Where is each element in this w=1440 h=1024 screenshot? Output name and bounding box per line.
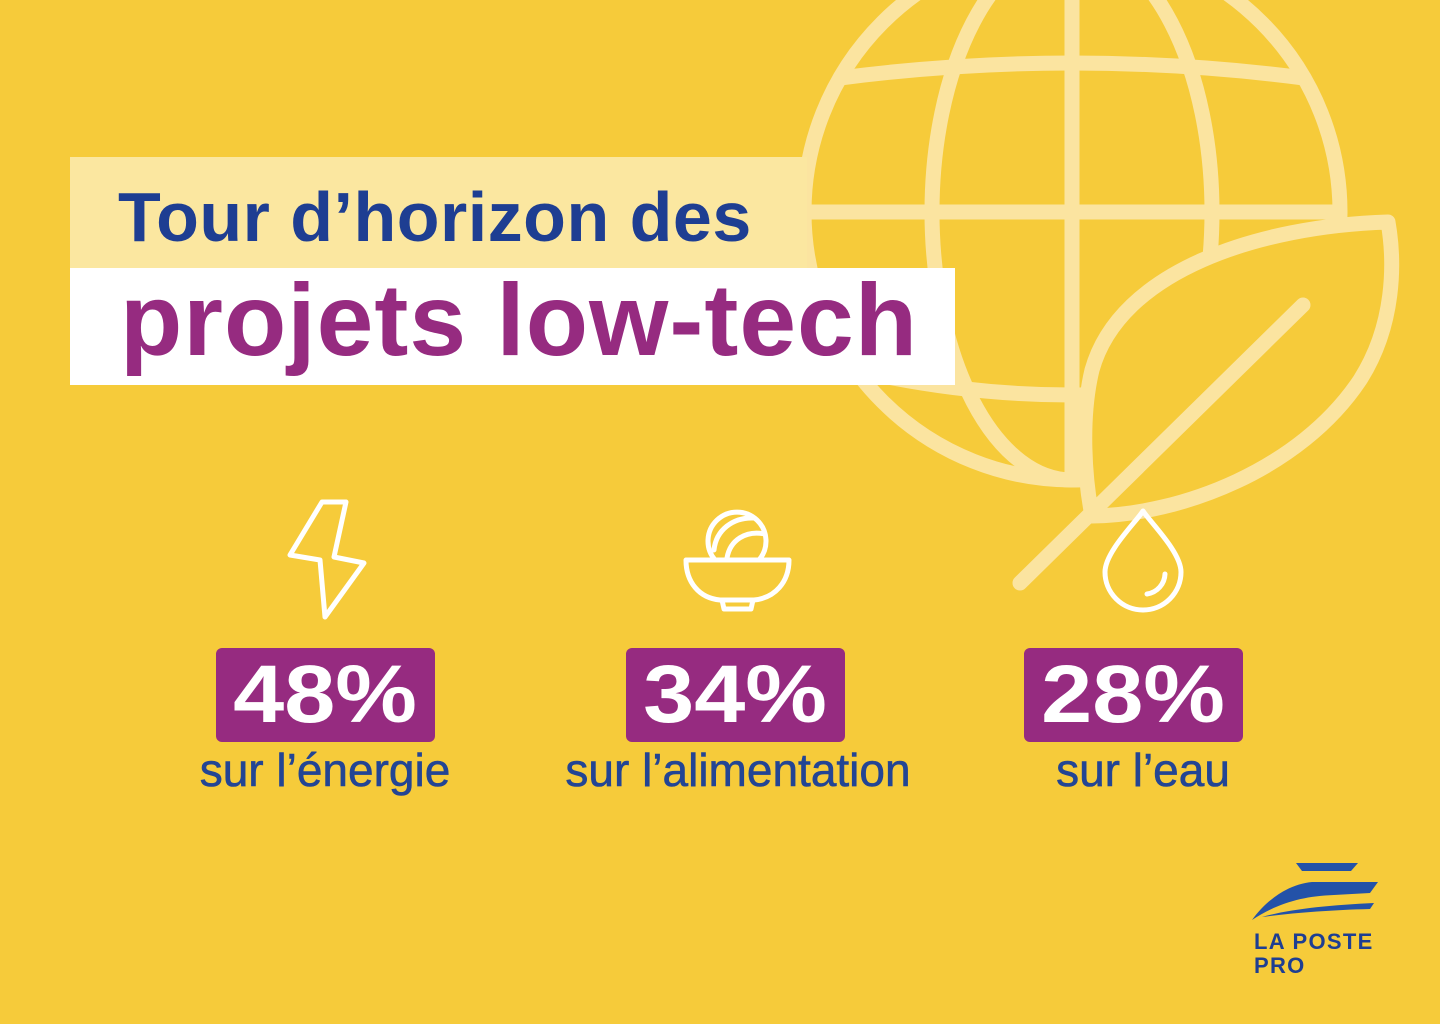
stat-badge-food: 34% [626, 648, 845, 742]
leaf-stem [1012, 297, 1311, 591]
la-poste-bird-icon [1252, 863, 1378, 920]
title-band-top: Tour d’horizon des [70, 157, 807, 268]
stat-label-energy: sur l’énergie [199, 744, 451, 796]
stat-value-food: 34% [643, 649, 828, 740]
page-title-line2: projets low-tech [120, 263, 919, 377]
stat-value-energy: 48% [233, 649, 418, 740]
logo-text-line2: PRO [1254, 953, 1306, 978]
stat-badge-water: 28% [1024, 648, 1243, 742]
page-title-line1: Tour d’horizon des [118, 178, 752, 256]
logo-top-bar [1296, 863, 1358, 871]
water-drop-icon [1102, 508, 1184, 613]
stat-label-water: sur l’eau [1056, 744, 1230, 796]
leaf-icon [1012, 214, 1400, 591]
logo-wing [1252, 882, 1378, 920]
logo-text-line1: LA POSTE [1254, 929, 1374, 954]
logo-streak [1262, 903, 1374, 917]
stat-badge-energy: 48% [216, 648, 435, 742]
globe-upper-latitude [832, 55, 1312, 86]
lightning-icon [287, 499, 367, 620]
stat-label-food: sur l’alimentation [565, 744, 911, 796]
bowl-icon [683, 509, 792, 612]
stat-value-water: 28% [1041, 649, 1226, 740]
title-band-bottom: projets low-tech [70, 268, 955, 385]
